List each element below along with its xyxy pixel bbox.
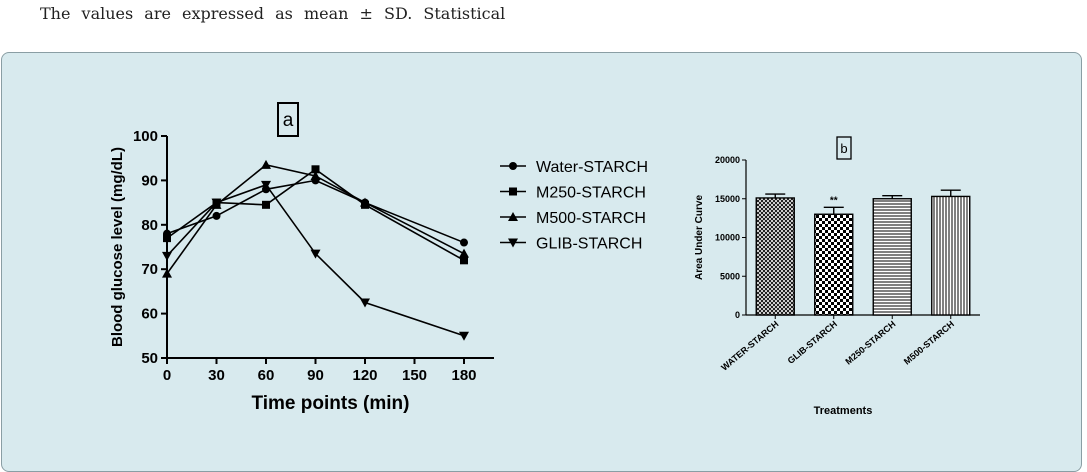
series-line xyxy=(166,179,465,244)
caption-text: The values are expressed as mean ± SD. S… xyxy=(40,4,506,23)
legend-label: Water-STARCH xyxy=(536,159,648,176)
series-glib-starch xyxy=(162,180,469,341)
data-point xyxy=(460,256,468,265)
data-point xyxy=(262,200,270,209)
y-tick-label: 50 xyxy=(141,350,158,367)
bar-group: ** xyxy=(814,195,854,316)
data-point xyxy=(460,238,468,247)
x-tick-label: WATER-STARCH xyxy=(719,319,780,373)
panel-label: b xyxy=(840,141,847,156)
y-tick-label: 0 xyxy=(735,310,740,320)
data-point xyxy=(310,170,321,180)
bar xyxy=(814,213,854,316)
x-tick-label: M250-STARCH xyxy=(843,319,897,367)
legend-marker xyxy=(508,212,518,221)
data-point xyxy=(310,249,321,259)
data-point xyxy=(212,211,221,220)
y-tick-label: 100 xyxy=(133,128,158,145)
series-line xyxy=(166,163,465,275)
x-tick-label: 150 xyxy=(402,367,427,384)
data-point xyxy=(459,248,469,258)
y-tick-label: 60 xyxy=(141,306,158,323)
panel-label-box xyxy=(277,102,299,137)
y-tick-label: 15000 xyxy=(715,194,740,204)
bar-group xyxy=(755,193,795,316)
x-axis-label: Time points (min) xyxy=(252,393,410,414)
y-tick-label: 10000 xyxy=(715,233,740,243)
bar-group xyxy=(931,189,971,316)
legend-label: M250-STARCH xyxy=(536,185,646,202)
x-tick-label: 120 xyxy=(352,367,377,384)
legend-marker xyxy=(509,187,517,196)
x-tick-label: 180 xyxy=(451,367,476,384)
line-chart-a: 50 60 70 80 90 100 0 30 60 90 120 150 180 Time points… xyxy=(109,102,648,414)
x-tick-label: GLIB-STARCH xyxy=(786,319,839,366)
legend-label: GLIB-STARCH xyxy=(536,236,642,253)
panel-label-box xyxy=(836,136,852,160)
data-point xyxy=(459,331,469,341)
x-tick-label: 60 xyxy=(258,367,275,384)
data-point xyxy=(360,197,370,207)
legend-marker xyxy=(509,162,517,170)
x-tick-label: 30 xyxy=(208,367,225,384)
series-line xyxy=(166,183,465,337)
data-point xyxy=(311,165,320,174)
data-point xyxy=(163,234,171,243)
bar xyxy=(931,195,971,316)
y-tick-label: 70 xyxy=(141,261,158,278)
legend-marker xyxy=(508,238,518,248)
legend-item: M500-STARCH xyxy=(500,210,646,227)
y-tick-label: 20000 xyxy=(715,155,740,165)
y-tick-label: 90 xyxy=(141,172,158,189)
x-tick-label: 0 xyxy=(163,367,171,384)
series-m500-starch xyxy=(162,159,469,278)
x-tick-label: 90 xyxy=(307,367,324,384)
legend-item: M250-STARCH xyxy=(500,185,646,202)
x-axis-label: Treatments xyxy=(814,405,873,417)
figure-panel: 50 60 70 80 90 100 0 30 60 90 120 150 180 Time points… xyxy=(1,52,1082,472)
bar-chart-b: 0 5000 10000 15000 20000 Area Under Curve WATE… xyxy=(694,136,980,417)
legend-item: GLIB-STARCH xyxy=(500,236,642,253)
significance-label: ** xyxy=(830,195,838,206)
series-line xyxy=(166,168,465,262)
x-tick-label: M500-STARCH xyxy=(902,319,956,367)
bar xyxy=(755,197,795,316)
y-tick-label: 5000 xyxy=(720,271,740,281)
y-axis-label: Blood glucose level (mg/dL) xyxy=(109,147,126,347)
data-point xyxy=(261,159,271,169)
data-point xyxy=(261,180,271,190)
data-point xyxy=(211,198,222,208)
data-point xyxy=(162,268,172,278)
data-point xyxy=(162,251,172,261)
data-point xyxy=(360,298,370,308)
bar-group xyxy=(872,194,912,316)
legend-label: M500-STARCH xyxy=(536,210,646,227)
panel-label: a xyxy=(283,110,294,131)
y-axis-label: Area Under Curve xyxy=(694,195,705,280)
legend-item: Water-STARCH xyxy=(500,159,648,176)
bar xyxy=(872,198,912,316)
y-tick-label: 80 xyxy=(141,217,158,234)
